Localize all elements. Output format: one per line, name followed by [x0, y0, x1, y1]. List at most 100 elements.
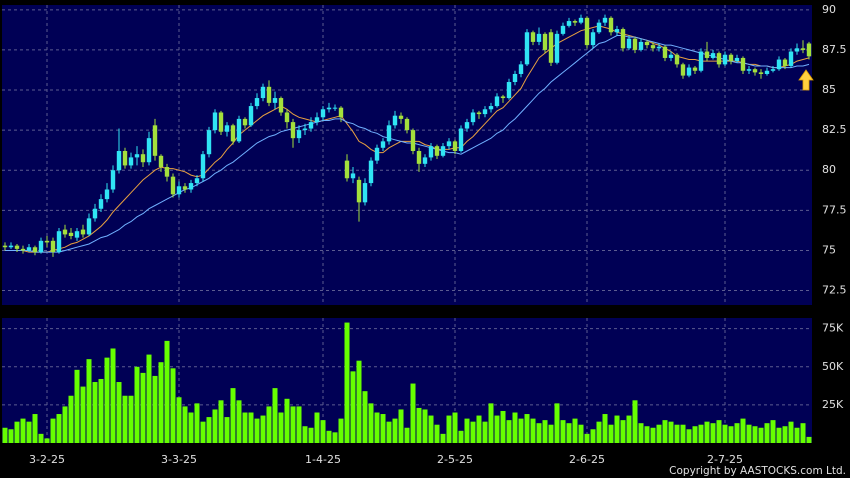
candle-body	[38, 240, 44, 253]
candle-body	[206, 130, 212, 155]
volume-bar	[494, 415, 500, 443]
volume-bar	[662, 420, 668, 443]
candle-body	[620, 29, 626, 49]
y-tick-label: 80	[822, 163, 836, 176]
candle-body	[638, 41, 644, 50]
volume-bar	[584, 433, 590, 443]
volume-bar	[608, 424, 614, 443]
volume-bar	[212, 409, 218, 443]
volume-bar	[374, 412, 380, 443]
candle-body	[668, 54, 674, 58]
candle-body	[572, 21, 578, 23]
candle-body	[200, 154, 206, 179]
candle-body	[416, 150, 422, 164]
candle-body	[404, 118, 410, 131]
x-tick-label: 2-6-25	[569, 453, 605, 466]
candle-body	[296, 130, 302, 139]
volume-bar	[746, 424, 752, 443]
candle-body	[794, 48, 800, 52]
volume-bar	[26, 421, 32, 443]
candle-body	[506, 82, 512, 99]
candle-body	[578, 17, 584, 23]
volume-bar	[704, 421, 710, 443]
volume-bar	[260, 415, 266, 443]
volume-bar	[254, 418, 260, 443]
volume-bar	[740, 418, 746, 443]
volume-bar	[638, 423, 644, 443]
volume-bar	[476, 415, 482, 443]
candle-body	[692, 67, 698, 71]
candle-body	[626, 38, 632, 49]
candle-body	[326, 107, 332, 110]
volume-bar	[152, 375, 158, 443]
volume-bar	[278, 412, 284, 443]
volume-bar	[668, 421, 674, 443]
candle-body	[476, 112, 482, 115]
volume-bar	[224, 417, 230, 443]
candle-body	[122, 150, 128, 166]
volume-bar	[506, 420, 512, 443]
candle-body	[788, 51, 794, 66]
candle-body	[452, 141, 458, 151]
volume-bar	[92, 382, 98, 443]
candle-body	[644, 41, 650, 46]
volume-bar	[242, 412, 248, 443]
volume-bar	[500, 410, 506, 443]
volume-bar	[722, 424, 728, 443]
candle-body	[224, 125, 230, 132]
volume-bar	[86, 359, 92, 443]
volume-bar	[266, 406, 272, 443]
candle-body	[560, 25, 566, 34]
candle-body	[500, 96, 506, 99]
candle-body	[716, 53, 722, 65]
volume-bar	[428, 415, 434, 443]
candle-body	[86, 218, 92, 235]
volume-bar	[386, 421, 392, 443]
candle-body	[428, 146, 434, 158]
volume-bar	[62, 406, 68, 443]
y-tick-label: 72.5	[822, 284, 847, 297]
volume-bar	[692, 426, 698, 443]
volume-bar	[578, 424, 584, 443]
x-tick-label: 1-4-25	[305, 453, 341, 466]
candle-body	[470, 112, 476, 123]
volume-bar	[644, 426, 650, 443]
volume-bar	[416, 407, 422, 443]
volume-bar	[248, 412, 254, 443]
candle-body	[104, 189, 110, 200]
candle-body	[266, 86, 272, 103]
volume-bar	[122, 395, 128, 443]
candle-body	[362, 183, 368, 203]
candle-body	[602, 17, 608, 23]
volume-bar	[422, 409, 428, 443]
y-tick-label: 25K	[822, 398, 844, 411]
candle-body	[422, 157, 428, 164]
volume-bar	[290, 406, 296, 443]
candle-body	[182, 186, 188, 190]
candle-body	[218, 112, 224, 132]
candle-body	[236, 118, 242, 142]
candle-body	[524, 32, 530, 65]
candle-body	[374, 147, 380, 161]
volume-bar	[80, 386, 86, 443]
volume-bar	[362, 391, 368, 443]
candle-body	[680, 64, 686, 76]
candle-body	[146, 138, 152, 163]
candle-body	[98, 199, 104, 209]
candle-body	[752, 69, 758, 73]
candle-body	[332, 107, 338, 109]
volume-bar	[170, 368, 176, 443]
candle-body	[116, 150, 122, 171]
volume-bar	[332, 432, 338, 443]
volume-bar	[518, 418, 524, 443]
candle-body	[44, 240, 50, 243]
candle-body	[320, 109, 326, 118]
candle-body	[554, 33, 560, 63]
candle-body	[632, 38, 638, 50]
volume-bar	[350, 371, 356, 443]
candle-body	[410, 130, 416, 151]
volume-bar	[464, 418, 470, 443]
volume-bar	[158, 362, 164, 443]
candle-body	[128, 157, 134, 166]
